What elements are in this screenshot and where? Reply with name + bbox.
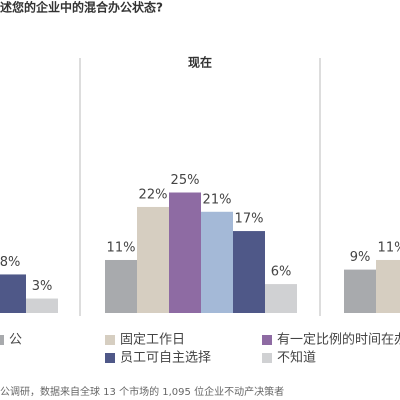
bar	[0, 274, 26, 313]
value-label: 6%	[271, 265, 292, 280]
legend-label: 固定工作日	[120, 333, 185, 348]
legend-swatch	[262, 353, 272, 363]
legend-label: 有一定比例的时间在办	[277, 332, 400, 348]
bar	[265, 284, 297, 313]
legend-swatch	[0, 335, 4, 345]
bar	[344, 269, 376, 313]
legend-label: 公	[9, 333, 22, 348]
bar	[26, 298, 58, 313]
value-label: 8%	[0, 255, 20, 270]
legend-label: 员工可自主选择	[120, 351, 211, 366]
bar	[233, 231, 265, 313]
value-label: 9%	[350, 250, 371, 265]
legend-swatch	[262, 335, 272, 345]
panel-title: 现在	[188, 55, 212, 70]
bar	[105, 259, 137, 313]
footnote: 公调研，数据来自全球 13 个市场的 1,095 位企业不动产决策者	[0, 385, 284, 398]
chart-title: 述您的企业中的混合办公状态?	[0, 0, 163, 15]
value-label: 11%	[378, 240, 400, 255]
bar	[376, 259, 400, 313]
value-label: 3%	[32, 279, 53, 294]
bar	[137, 206, 169, 313]
legend-label: 不知道	[277, 350, 316, 366]
value-label: 21%	[203, 192, 232, 207]
bar	[169, 192, 201, 313]
value-label: 25%	[171, 173, 200, 188]
bar	[201, 211, 233, 313]
legend-swatch	[105, 353, 115, 363]
legend-swatch	[105, 335, 115, 345]
value-label: 22%	[139, 187, 168, 202]
value-label: 17%	[235, 212, 264, 227]
value-label: 11%	[107, 240, 136, 255]
